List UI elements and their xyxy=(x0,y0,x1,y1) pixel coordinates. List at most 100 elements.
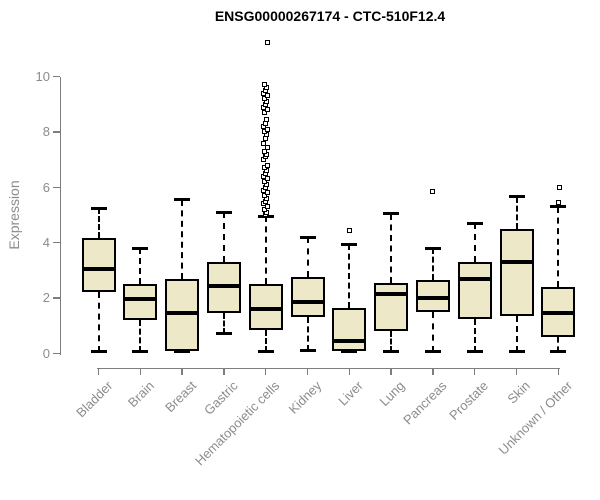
x-axis-label-prostate: Prostate xyxy=(446,377,492,423)
lower-whisker-unknown-other xyxy=(557,336,560,352)
y-tick xyxy=(53,75,60,78)
outlier-point-hematopoietic-cells xyxy=(262,129,268,135)
box-gastric xyxy=(206,261,241,314)
median-liver xyxy=(332,338,367,343)
lower-whisker-prostate xyxy=(473,318,476,352)
y-tick-label: 2 xyxy=(42,290,50,306)
lower-whisker-cap-unknown-other xyxy=(550,350,567,354)
lower-whisker-pancreas xyxy=(431,311,434,352)
outlier-point-hematopoietic-cells xyxy=(265,204,271,210)
chart-title: ENSG00000267174 - CTC-510F12.4 xyxy=(214,8,446,24)
x-tick xyxy=(348,369,351,375)
outlier-point-hematopoietic-cells xyxy=(265,107,271,113)
upper-whisker-cap-breast xyxy=(174,198,191,202)
lower-whisker-skin xyxy=(515,315,518,352)
x-tick xyxy=(557,369,560,375)
y-tick-label: 10 xyxy=(35,69,50,85)
median-kidney xyxy=(290,300,325,305)
x-tick xyxy=(264,369,267,375)
upper-whisker-hematopoietic-cells xyxy=(264,216,267,285)
outlier-point-hematopoietic-cells xyxy=(262,193,268,199)
upper-whisker-cap-bladder xyxy=(90,206,107,210)
outlier-point-hematopoietic-cells xyxy=(262,82,268,88)
lower-whisker-bladder xyxy=(97,292,100,352)
median-breast xyxy=(165,311,200,316)
x-axis-label-liver: Liver xyxy=(335,377,366,409)
y-tick xyxy=(53,131,60,133)
outlier-point-unknown-other xyxy=(555,199,561,205)
y-tick-label: 8 xyxy=(42,124,50,140)
upper-whisker-lung xyxy=(390,213,393,283)
outlier-point-liver xyxy=(346,227,352,233)
x-tick xyxy=(432,369,434,375)
outlier-point-hematopoietic-cells xyxy=(265,126,271,132)
upper-whisker-bladder xyxy=(97,208,100,239)
lower-whisker-cap-gastric xyxy=(215,332,232,336)
lower-whisker-cap-lung xyxy=(383,350,400,354)
x-tick xyxy=(306,369,309,375)
lower-whisker-cap-prostate xyxy=(466,350,483,354)
lower-whisker-cap-pancreas xyxy=(424,350,441,354)
x-axis-label-lung: Lung xyxy=(376,377,408,409)
outlier-point-hematopoietic-cells xyxy=(264,116,270,122)
x-axis-label-skin: Skin xyxy=(504,377,534,406)
outlier-point-hematopoietic-cells xyxy=(262,179,268,185)
lower-whisker-cap-hematopoietic-cells xyxy=(257,350,274,354)
median-skin xyxy=(499,259,534,264)
x-axis-label-gastric: Gastric xyxy=(200,377,241,418)
x-tick xyxy=(139,369,142,375)
upper-whisker-cap-liver xyxy=(341,242,358,246)
upper-whisker-unknown-other xyxy=(557,206,560,287)
upper-whisker-kidney xyxy=(306,237,309,278)
x-axis-line xyxy=(97,367,560,369)
median-gastric xyxy=(206,283,241,288)
box-skin xyxy=(499,228,534,316)
x-tick xyxy=(515,369,518,375)
upper-whisker-breast xyxy=(181,199,184,279)
median-pancreas xyxy=(415,295,450,300)
outlier-point-hematopoietic-cells xyxy=(265,190,271,196)
outlier-point-hematopoietic-cells xyxy=(265,176,271,182)
upper-whisker-brain xyxy=(139,248,142,285)
upper-whisker-cap-unknown-other xyxy=(550,205,567,209)
lower-whisker-brain xyxy=(139,320,142,352)
x-axis-label-unknown-other: Unknown / Other xyxy=(495,377,575,458)
x-tick xyxy=(97,369,100,375)
outlier-point-hematopoietic-cells xyxy=(265,144,271,150)
y-tick-label: 4 xyxy=(42,235,50,251)
lower-whisker-cap-kidney xyxy=(299,349,316,353)
median-unknown-other xyxy=(541,311,576,316)
upper-whisker-skin xyxy=(515,196,518,229)
x-tick xyxy=(390,369,392,375)
outlier-point-pancreas xyxy=(430,188,436,194)
upper-whisker-prostate xyxy=(473,223,476,262)
lower-whisker-gastric xyxy=(222,313,225,334)
y-tick-label: 0 xyxy=(42,345,50,361)
median-brain xyxy=(123,297,158,302)
upper-whisker-cap-brain xyxy=(132,246,149,250)
median-hematopoietic-cells xyxy=(248,307,283,312)
box-brain xyxy=(123,284,158,321)
outlier-point-hematopoietic-cells xyxy=(262,206,268,212)
lower-whisker-lung xyxy=(390,331,393,352)
box-prostate xyxy=(457,261,492,319)
x-axis-label-brain: Brain xyxy=(124,377,157,410)
outlier-point-hematopoietic-cells xyxy=(262,148,268,154)
upper-whisker-cap-kidney xyxy=(299,235,316,239)
median-bladder xyxy=(81,266,116,271)
y-tick xyxy=(53,241,60,244)
lower-whisker-kidney xyxy=(306,317,309,351)
box-liver xyxy=(332,307,367,351)
outlier-point-hematopoietic-cells xyxy=(265,93,271,99)
y-tick-label: 6 xyxy=(42,179,50,195)
x-axis-label-pancreas: Pancreas xyxy=(400,377,450,427)
upper-whisker-liver xyxy=(348,244,351,308)
lower-whisker-hematopoietic-cells xyxy=(264,329,267,352)
x-axis-label-breast: Breast xyxy=(161,377,199,415)
upper-whisker-cap-gastric xyxy=(215,210,232,214)
box-hematopoietic-cells xyxy=(248,284,283,330)
y-tick xyxy=(53,297,60,299)
x-axis-label-bladder: Bladder xyxy=(72,377,116,420)
lower-whisker-cap-brain xyxy=(132,350,149,354)
